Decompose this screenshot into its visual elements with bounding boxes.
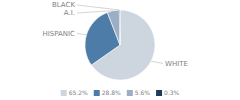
legend: 65.2% 28.8% 5.6% 0.3% [61,89,180,96]
legend-label: 28.8% [102,89,121,96]
leader-line [77,5,120,10]
legend-label: 5.6% [135,89,151,96]
pie-slice [119,10,121,45]
legend-item: 28.8% [94,89,121,96]
slice-label: WHITE [165,60,188,68]
legend-swatch [156,90,162,96]
legend-label: 0.3% [164,89,180,96]
pie-slice [107,10,120,45]
legend-item: 0.3% [156,89,180,96]
legend-item: 65.2% [61,89,88,96]
legend-item: 5.6% [127,89,151,96]
legend-swatch [61,90,67,96]
legend-label: 65.2% [69,89,88,96]
chart: WHITE HISPANIC A.I.BLACK 65.2% 28.8% 5.6% 0.3% [0,0,240,100]
slice-label: A.I. [64,9,75,17]
pie: WHITE HISPANIC A.I.BLACK [42,1,187,80]
legend-swatch [127,90,133,96]
slice-label: HISPANIC [42,30,75,38]
leader-line [77,11,113,13]
legend-swatch [94,90,100,96]
slice-label: BLACK [52,1,75,9]
leader-line [77,33,87,34]
leader-line [151,61,163,63]
